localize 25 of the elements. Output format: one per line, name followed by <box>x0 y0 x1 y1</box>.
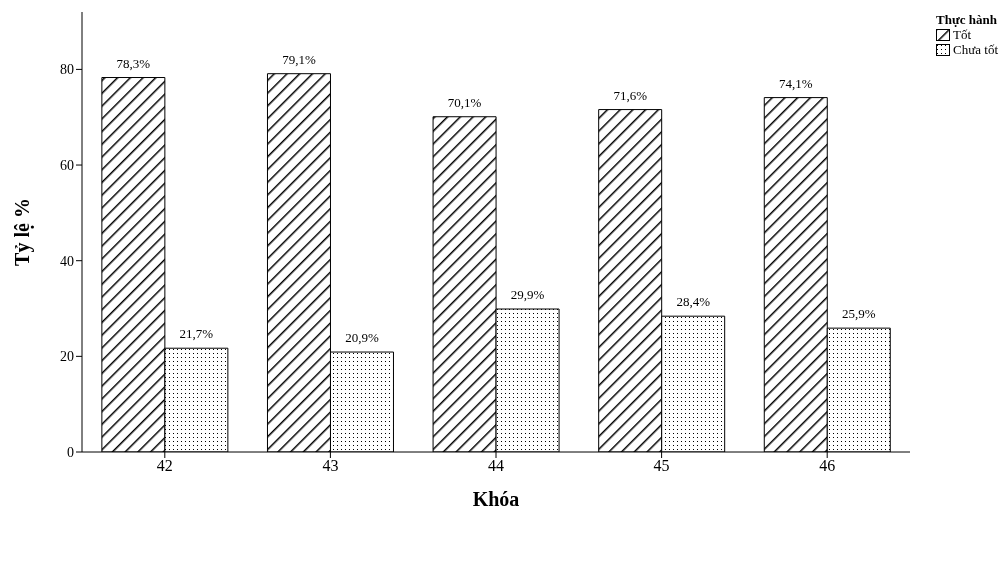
y-tick-label: 0 <box>67 444 74 460</box>
data-label: 29,9% <box>510 287 545 302</box>
data-label: 71,6% <box>613 87 648 103</box>
data-label: 74,1% <box>778 75 813 91</box>
data-label: 78,3% <box>116 55 151 71</box>
data-label: 20,9% <box>345 330 379 346</box>
data-label: 70,1% <box>447 94 482 110</box>
x-tick-label: 44 <box>488 457 504 475</box>
x-tick-label: 45 <box>653 457 670 475</box>
data-label: 25,9% <box>841 306 876 322</box>
x-tick-label: 43 <box>322 457 339 475</box>
x-tick-label: 42 <box>156 457 173 475</box>
y-tick-label: 40 <box>60 253 74 269</box>
y-axis-title: Tỷ lệ % <box>11 198 35 266</box>
data-label: 79,1% <box>282 51 316 67</box>
y-tick-label: 80 <box>60 62 74 78</box>
data-label: 28,4% <box>676 294 711 310</box>
data-label: 21,7% <box>179 326 214 342</box>
y-tick-label: 20 <box>60 349 74 365</box>
x-axis-title: Khóa <box>472 488 520 510</box>
text: Tốt <box>953 27 972 42</box>
text: Chưa tốt <box>953 42 998 57</box>
legend-title: Thực hành <box>936 12 998 27</box>
y-tick-label: 60 <box>60 158 74 174</box>
x-tick-label: 46 <box>819 457 836 475</box>
